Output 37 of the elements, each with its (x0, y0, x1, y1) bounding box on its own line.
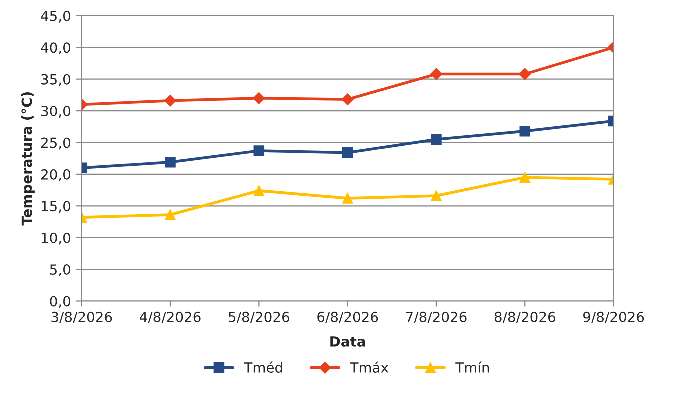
x-tick-label: 9/8/2026 (583, 312, 644, 324)
legend-label: Tméd (244, 362, 282, 373)
point (430, 68, 442, 80)
x-tick-label: 7/8/2026 (406, 312, 467, 324)
point (165, 210, 176, 220)
x-tick-label: 3/8/2026 (52, 312, 112, 324)
x-tick-label: 4/8/2026 (140, 312, 201, 324)
point (520, 126, 531, 137)
y-tick-label: 45,0 (41, 10, 70, 23)
x-axis-title: Data (330, 336, 366, 347)
x-tick-label: 6/8/2026 (318, 312, 378, 324)
point (431, 134, 442, 145)
point (342, 148, 354, 158)
y-tick-label: 20,0 (42, 169, 70, 182)
legend-label: Tmín (456, 362, 490, 373)
y-tick-label: 10,0 (42, 232, 70, 245)
x-tick-label: 5/8/2026 (229, 312, 290, 324)
y-tick-label: 30,0 (42, 106, 70, 118)
point (164, 94, 176, 107)
y-tick-label: 35,0 (42, 74, 70, 86)
point (519, 68, 532, 80)
y-axis-title: Temperatura (°C) (22, 92, 35, 226)
point (520, 172, 531, 183)
point (431, 190, 442, 202)
y-tick-label: 40,0 (41, 42, 70, 55)
y-tick-label: 15,0 (42, 201, 70, 214)
point (254, 146, 265, 156)
legend-label: Tmáx (350, 362, 389, 373)
point (342, 94, 354, 106)
y-tick-label: 25,0 (42, 138, 70, 150)
y-tick-label: 5,0 (50, 264, 70, 276)
point (254, 186, 265, 196)
point (253, 92, 266, 104)
y-tick-label: 0,0 (50, 296, 70, 308)
x-tick-label: 8/8/2026 (494, 312, 556, 324)
point (342, 193, 354, 204)
point (165, 157, 176, 168)
